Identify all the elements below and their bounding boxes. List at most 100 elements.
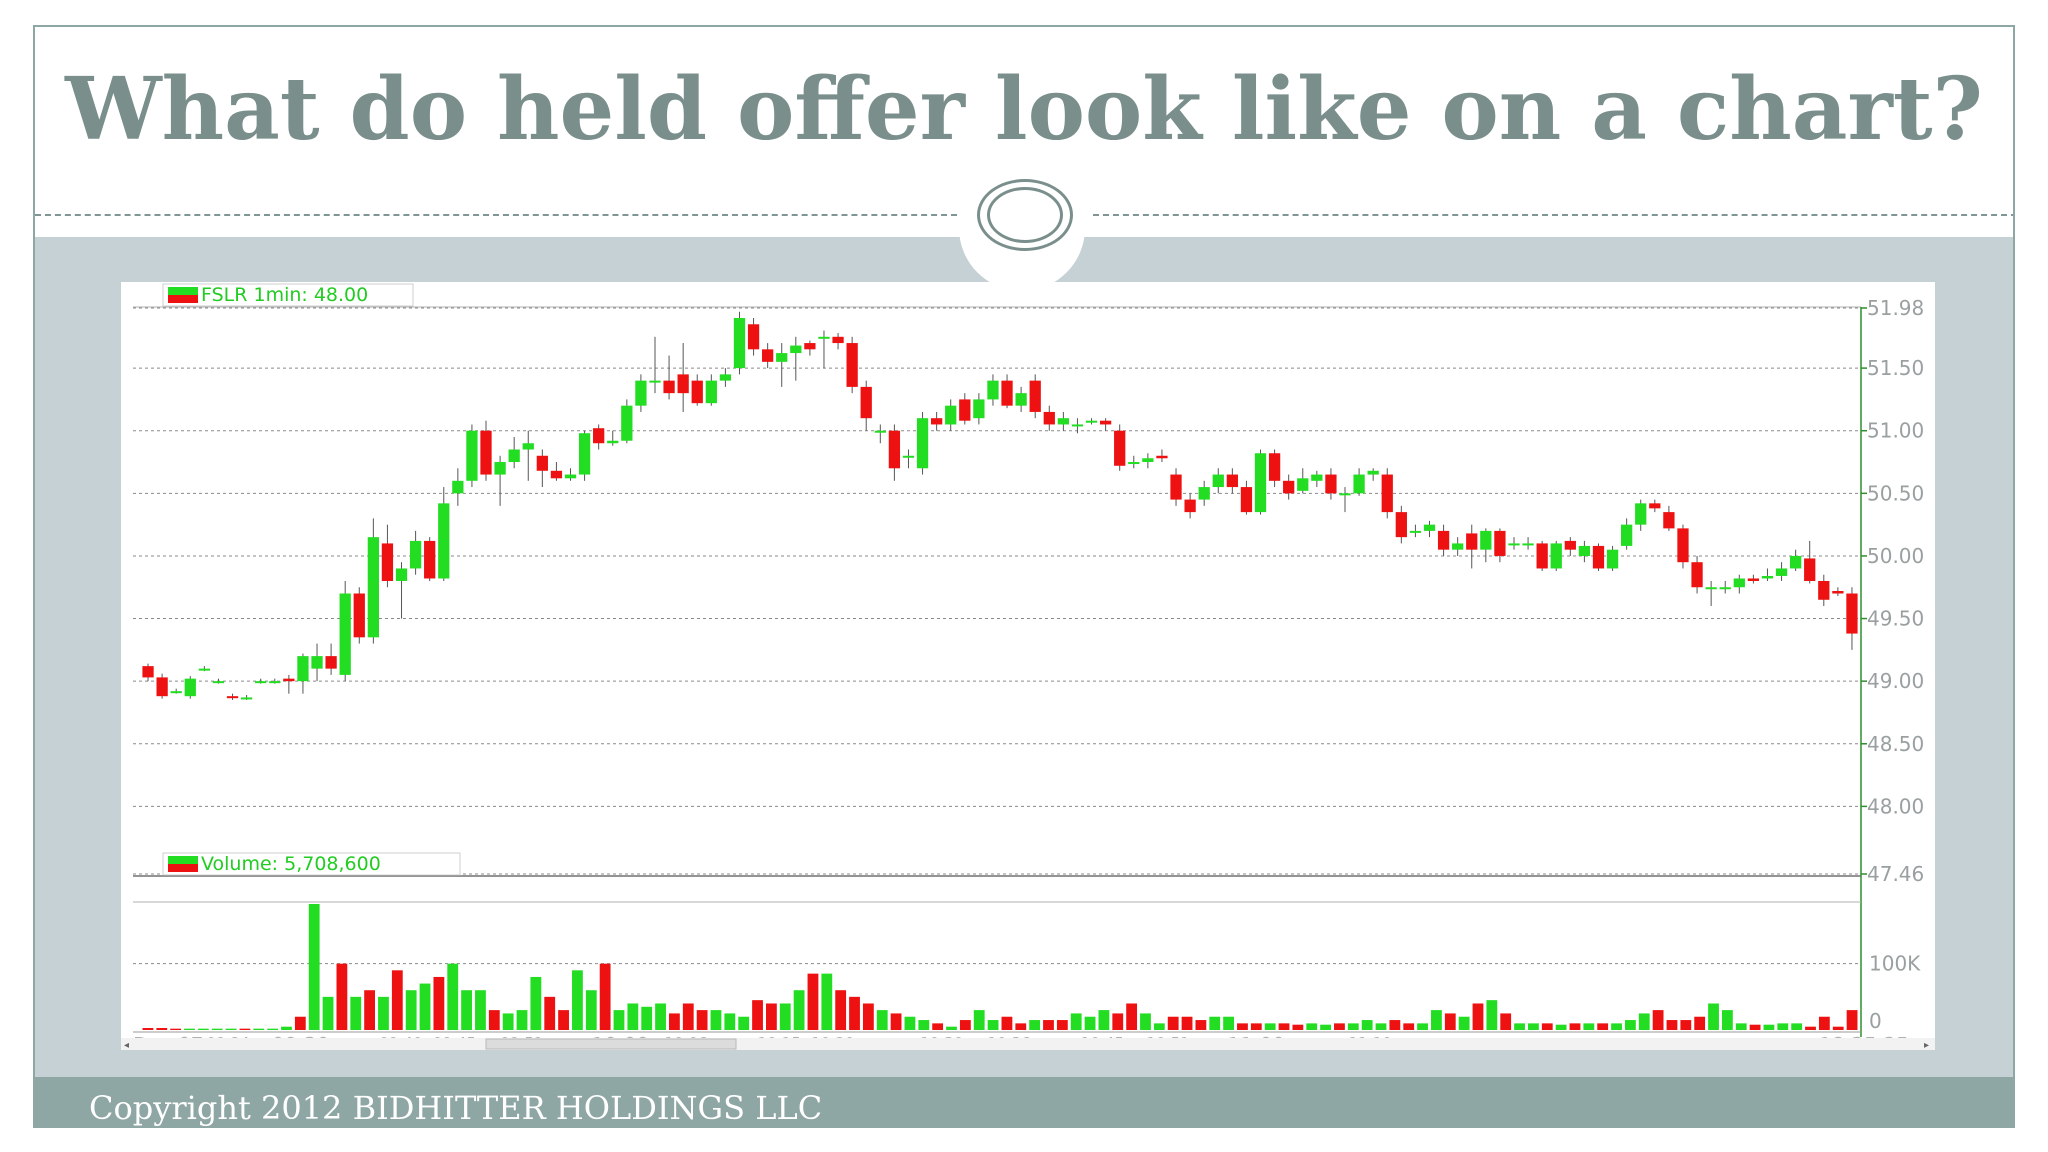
volume-bar (1001, 1016, 1013, 1030)
volume-bar (405, 990, 417, 1030)
chart-scrollbar[interactable]: ◂ ▸ (121, 1038, 1935, 1051)
volume-bar (1458, 1016, 1470, 1030)
candle (240, 694, 253, 700)
volume-tick-label: 100K (1869, 952, 1921, 976)
candle (733, 311, 746, 375)
candle (973, 393, 985, 425)
candle-body (1480, 530, 1492, 550)
candle (1437, 524, 1450, 556)
scrollbar-thumb[interactable] (485, 1038, 737, 1050)
volume-bar (876, 1010, 888, 1030)
candle-body (1128, 462, 1140, 465)
volume-bar (1070, 1013, 1082, 1030)
volume-bar (156, 1028, 168, 1030)
volume-bar (1320, 1024, 1331, 1030)
candle (719, 368, 732, 387)
candle-body (1099, 420, 1112, 425)
candle (888, 424, 901, 481)
candle-body (1621, 524, 1633, 546)
volume-bar (1777, 1023, 1789, 1030)
price-tick-label: 48.50 (1867, 732, 1924, 756)
volume-bar (1708, 1003, 1719, 1030)
candle (1649, 499, 1661, 513)
volume-bar (1292, 1024, 1304, 1030)
volume-bar (1140, 1013, 1151, 1030)
candle (1677, 524, 1689, 569)
candle-body (1198, 487, 1210, 500)
volume-bar (710, 1010, 722, 1030)
volume-bar (447, 963, 459, 1030)
candle (1015, 386, 1027, 412)
candle (1198, 480, 1210, 506)
candle-body (1592, 545, 1605, 569)
volume-bar (682, 1003, 694, 1030)
volume-bar (821, 973, 833, 1030)
candle (381, 524, 394, 588)
volume-bar (1444, 1013, 1456, 1030)
candle (621, 399, 633, 444)
volume-bar (336, 963, 348, 1030)
candle-body (832, 336, 844, 344)
scroll-left-arrow-icon[interactable]: ◂ (124, 1040, 129, 1051)
scroll-right-arrow-icon[interactable]: ▸ (1924, 1040, 1929, 1051)
price-tick-label: 51.00 (1867, 419, 1924, 443)
candle (902, 449, 915, 469)
candle (1423, 520, 1436, 538)
volume-bar (1528, 1023, 1539, 1030)
candle (1705, 580, 1717, 607)
candle (438, 487, 450, 581)
scrollbar-track[interactable] (121, 1038, 1935, 1050)
candle (1606, 545, 1619, 571)
volume-bar (1431, 1010, 1442, 1030)
price-axis-labels: 51.98 51.50 51.00 50.50 50.00 49.50 49.00 48.50… (1861, 296, 1924, 886)
candle-body (578, 433, 591, 475)
candle (1818, 574, 1830, 607)
volume-bar (1098, 1010, 1110, 1030)
candle-body (564, 474, 577, 479)
candle-body (593, 428, 605, 444)
volume-bar (267, 1028, 279, 1030)
candle-body (1268, 453, 1281, 481)
candle (494, 455, 506, 506)
volume-bar (211, 1028, 223, 1030)
candle-body (212, 681, 225, 684)
volume-bar (1361, 1020, 1373, 1030)
candle-body (311, 656, 323, 669)
candle (1621, 518, 1633, 550)
volume-bar (1403, 1023, 1415, 1030)
volume-bar (1375, 1023, 1387, 1030)
volume-bar (1597, 1023, 1609, 1030)
volume-bar (1015, 1023, 1027, 1030)
candle-body (325, 656, 337, 669)
candle (1071, 418, 1084, 434)
candle-body (1339, 493, 1351, 496)
candle-body (1254, 453, 1267, 513)
candle (762, 343, 774, 369)
volume-bar (1555, 1024, 1567, 1030)
candle-body (1663, 512, 1675, 529)
candle-body (691, 380, 703, 404)
candle-body (945, 405, 957, 425)
volume-bar (1735, 1023, 1747, 1030)
candle-body (424, 540, 436, 579)
candle-body (663, 380, 675, 394)
volume-bar (1611, 1023, 1622, 1030)
candle (705, 374, 717, 406)
candle (283, 674, 295, 694)
volume-bar (1153, 1023, 1165, 1030)
volume-tick-label: 0 (1869, 1009, 1882, 1033)
candle (1240, 480, 1253, 515)
candle-body (367, 537, 379, 638)
candle-body (1719, 587, 1731, 590)
candle-body (269, 681, 281, 684)
volume-bar (544, 996, 556, 1030)
candle-body (452, 480, 464, 494)
candle (930, 411, 943, 431)
candle-body (1381, 474, 1393, 513)
volume-bar (932, 1023, 944, 1030)
candle-body (649, 380, 661, 383)
candle (1325, 468, 1337, 500)
volume-bar (1514, 1023, 1525, 1030)
candle (367, 518, 379, 644)
price-tick-label: 50.00 (1867, 544, 1924, 568)
